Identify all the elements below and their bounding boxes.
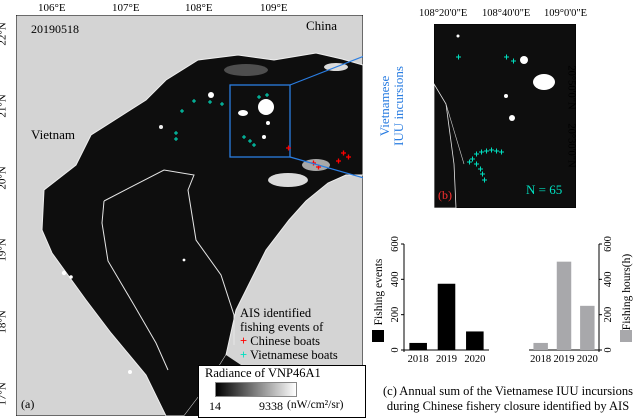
- bar: [466, 331, 484, 350]
- map-date: 20190518: [31, 22, 79, 36]
- lon-tick: 107°E: [112, 2, 140, 14]
- y-tick-label: 0: [390, 347, 401, 352]
- inset-vietnamese-boat-markers: [456, 54, 516, 183]
- x-tick-label: 2019: [436, 354, 457, 362]
- x-tick-label: 2019: [554, 354, 575, 362]
- lon-tick: 106°E: [38, 2, 66, 14]
- legend-item-vietnamese: + Vietnamese boats: [240, 348, 390, 362]
- iuu-side-label-line1: Vietnamese: [377, 75, 392, 137]
- legend-title-line1: AIS identified: [240, 306, 312, 320]
- colorbar-gradient: [215, 382, 297, 397]
- legend: AIS identified fishing events of + Chine…: [240, 306, 390, 362]
- inset-canvas: [434, 24, 576, 208]
- colorbar-max: 9338: [259, 399, 283, 413]
- legend-item-chinese: + Chinese boats: [240, 334, 390, 348]
- inset-lon-tick: 108°20'0"E: [419, 8, 468, 19]
- lat-tick: 18°N: [0, 310, 9, 334]
- inset-lon-tick: 108°40'0"E: [482, 8, 531, 19]
- lat-tick: 20°N: [0, 166, 9, 190]
- lon-tick: 109°E: [260, 2, 288, 14]
- inset-panel-b: 108°20'0"E 108°40'0"E 109°0'0"E: [374, 0, 639, 215]
- inset-locator-box: [229, 84, 291, 158]
- y-tick-label: 600: [603, 236, 614, 252]
- legend-title-line2: fishing events of: [240, 320, 324, 334]
- bar: [409, 342, 427, 350]
- lat-tick: 21°N: [0, 94, 9, 118]
- red-plus-icon: +: [240, 334, 248, 348]
- boundary-line: [103, 169, 235, 345]
- legend-label-vietnamese: Vietnamese boats: [250, 348, 338, 362]
- x-tick-label: 2018: [408, 354, 429, 362]
- colorbar-title: Radiance of VNP46A1: [205, 366, 321, 380]
- inset-lat-tick: 20°30'0"N: [565, 123, 577, 168]
- inset-lon-tick: 109°0'0"E: [544, 8, 588, 19]
- boundary-line: [101, 200, 169, 371]
- iuu-side-label: Vietnamese IUU incursions: [377, 56, 406, 156]
- y-tick-label: 200: [390, 307, 401, 323]
- lat-tick: 22°N: [0, 22, 9, 46]
- colorbar-min: 14: [209, 399, 221, 413]
- legend-swatch: [372, 330, 384, 342]
- y-tick-label: 200: [603, 307, 614, 323]
- bar: [437, 283, 456, 350]
- legend-swatch: [620, 330, 632, 342]
- y-axis-label: Fishing hours(h): [621, 254, 633, 331]
- colorbar-unit: (nW/cm²/sr): [287, 399, 344, 411]
- lat-tick: 17°N: [0, 382, 9, 406]
- cyan-plus-icon: +: [240, 348, 248, 362]
- bar: [556, 261, 572, 350]
- label-vietnam: Vietnam: [31, 127, 75, 142]
- y-tick-label: 400: [603, 271, 614, 287]
- y-axis-label: Fishing events: [373, 258, 385, 325]
- iuu-side-label-line2: IUU incursions: [391, 66, 406, 146]
- panel-label-a: (a): [21, 397, 35, 411]
- x-tick-label: 2020: [577, 354, 598, 362]
- legend-label-chinese: Chinese boats: [250, 334, 321, 348]
- panel-label-b: (b): [438, 188, 452, 202]
- lon-tick: 108°E: [185, 2, 213, 14]
- vietnamese-boat-markers: [174, 93, 269, 147]
- y-tick-label: 600: [390, 236, 401, 252]
- y-tick-label: 400: [390, 271, 401, 287]
- caption-c: (c) Annual sum of the Vietnamese IUU inc…: [378, 384, 638, 414]
- x-tick-label: 2018: [530, 354, 551, 362]
- inset-count: N = 65: [526, 182, 563, 197]
- lat-tick: 19°N: [0, 238, 9, 262]
- caption-c-line1: (c) Annual sum of the Vietnamese IUU inc…: [382, 384, 633, 398]
- label-china: China: [306, 18, 338, 33]
- bar: [533, 342, 548, 350]
- bar: [580, 305, 595, 350]
- sea-area: [41, 52, 363, 416]
- y-tick-label: 0: [603, 347, 614, 352]
- x-tick-label: 2020: [464, 354, 485, 362]
- caption-c-line2: during Chinese fishery closure identifie…: [386, 399, 630, 413]
- inset-lat-tick: 20°50'0"N: [565, 65, 577, 110]
